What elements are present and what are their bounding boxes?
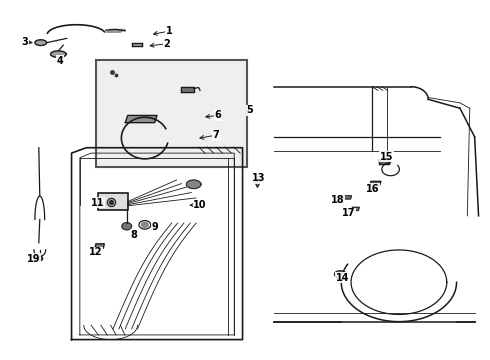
Polygon shape (122, 223, 132, 230)
Text: 10: 10 (193, 200, 207, 210)
Bar (98, 193, 128, 211)
Polygon shape (106, 30, 125, 32)
Polygon shape (379, 159, 389, 163)
Polygon shape (181, 87, 194, 92)
Bar (96, 60, 247, 167)
Polygon shape (142, 222, 148, 227)
Polygon shape (125, 116, 157, 123)
Text: 7: 7 (212, 130, 219, 140)
Text: 12: 12 (89, 247, 103, 257)
Text: 4: 4 (57, 55, 64, 66)
Text: 2: 2 (164, 39, 170, 49)
Text: 11: 11 (91, 198, 104, 208)
Text: 14: 14 (336, 273, 349, 283)
Text: 15: 15 (380, 152, 393, 162)
Text: 6: 6 (215, 111, 221, 121)
Polygon shape (369, 181, 381, 186)
Polygon shape (95, 244, 104, 248)
Text: 18: 18 (331, 195, 344, 205)
Polygon shape (343, 196, 351, 199)
Text: 16: 16 (366, 184, 380, 194)
Polygon shape (351, 207, 359, 211)
Text: 8: 8 (131, 230, 138, 239)
Text: 5: 5 (246, 105, 253, 115)
Text: 3: 3 (22, 37, 28, 47)
Polygon shape (186, 180, 201, 189)
Text: 19: 19 (26, 254, 40, 264)
Text: 17: 17 (342, 208, 355, 218)
Text: 1: 1 (166, 26, 172, 36)
Text: 13: 13 (252, 173, 266, 183)
Polygon shape (50, 51, 66, 57)
Text: 9: 9 (152, 222, 158, 232)
Polygon shape (335, 271, 346, 278)
Polygon shape (35, 40, 47, 45)
